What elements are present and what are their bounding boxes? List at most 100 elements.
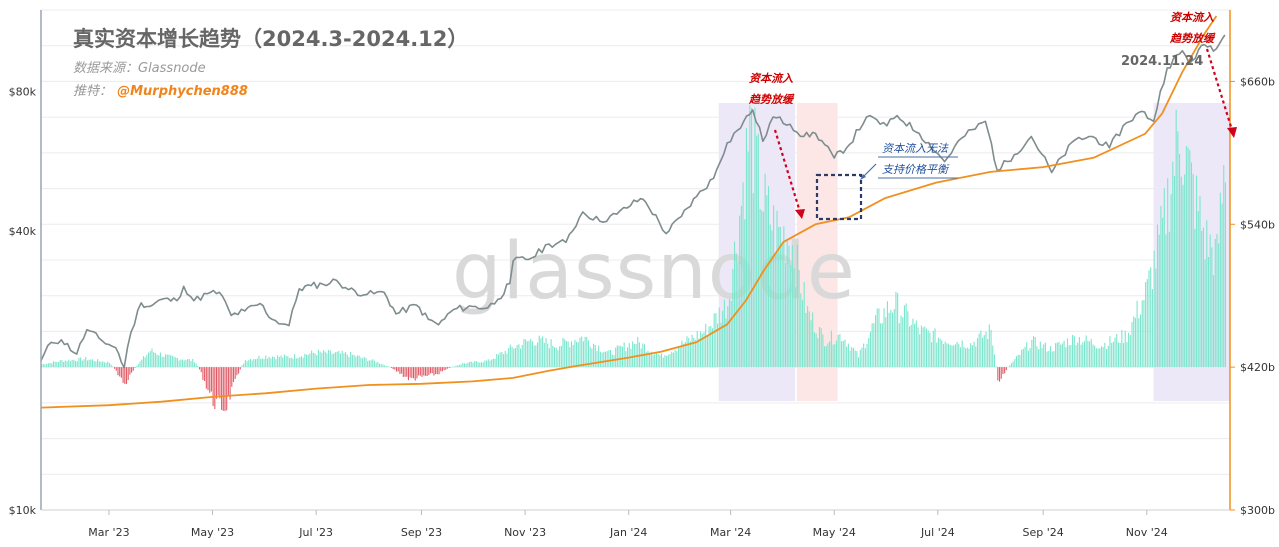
bar	[56, 361, 58, 368]
bar	[708, 326, 710, 368]
bar	[970, 343, 972, 368]
bar	[188, 359, 190, 368]
bar	[178, 360, 180, 368]
bar	[677, 347, 680, 368]
bar	[866, 344, 868, 368]
bar	[1199, 196, 1201, 368]
bar	[852, 348, 855, 368]
bar	[795, 287, 797, 368]
bar	[288, 358, 291, 368]
bar	[779, 226, 781, 368]
bar	[706, 336, 708, 368]
bar	[893, 309, 895, 368]
bar	[249, 358, 252, 368]
bar	[766, 195, 768, 368]
bar	[927, 330, 929, 368]
bar	[159, 352, 161, 368]
bar	[1158, 234, 1160, 368]
y-left-tick-label: $10k	[9, 504, 37, 517]
bar	[773, 205, 775, 368]
bar	[769, 224, 771, 368]
bar	[1053, 351, 1055, 368]
bar	[460, 364, 462, 368]
bar	[1162, 217, 1164, 368]
bar	[886, 301, 888, 368]
bar	[57, 361, 60, 368]
bar	[372, 359, 374, 368]
bar	[934, 328, 936, 368]
bar	[146, 354, 148, 368]
bar	[749, 105, 751, 368]
bar	[136, 366, 138, 368]
bar	[521, 344, 523, 368]
bar	[1145, 281, 1147, 368]
bar	[803, 281, 805, 368]
bar	[95, 361, 97, 368]
bar	[975, 346, 977, 368]
bar	[672, 352, 674, 368]
bar	[1202, 227, 1204, 368]
bar	[1148, 270, 1150, 368]
bar	[874, 315, 877, 368]
bar	[740, 205, 742, 368]
bar	[519, 348, 522, 368]
bar	[170, 355, 172, 368]
bar	[1029, 348, 1031, 368]
bar	[810, 320, 812, 368]
bar	[885, 317, 887, 368]
bar	[406, 367, 408, 377]
y-left-tick-label: $80k	[9, 86, 37, 99]
bar	[112, 366, 114, 368]
annotation-slowdown-1-line2: 趋势放缓	[748, 93, 795, 106]
bar	[1066, 338, 1069, 368]
bar	[888, 312, 890, 368]
bar	[479, 362, 481, 368]
bar	[903, 305, 905, 368]
bar	[666, 356, 668, 368]
bar	[689, 341, 691, 368]
bar	[649, 352, 651, 368]
bar	[1182, 184, 1184, 368]
bar	[696, 330, 698, 368]
bar	[538, 335, 540, 368]
bar	[679, 347, 681, 368]
x-tick-label: Mar '24	[710, 526, 751, 539]
bar	[1022, 348, 1024, 368]
bar	[891, 312, 894, 368]
bar	[275, 359, 277, 368]
bar	[314, 353, 316, 368]
bar	[74, 360, 77, 368]
bar	[723, 299, 725, 368]
bar	[85, 357, 87, 368]
bar	[394, 367, 396, 370]
bar	[791, 245, 793, 368]
bar	[328, 349, 330, 368]
bar	[1177, 131, 1179, 368]
bar	[1063, 340, 1065, 368]
bar	[390, 367, 393, 368]
bar	[871, 323, 873, 368]
bar	[610, 349, 612, 368]
bar	[869, 331, 872, 368]
bar	[477, 362, 479, 368]
bar	[633, 343, 635, 368]
bar	[827, 343, 829, 368]
bar	[192, 358, 194, 368]
bar	[596, 351, 598, 368]
bar	[243, 363, 245, 368]
bar	[581, 336, 583, 368]
bar	[212, 367, 214, 407]
annotation-slowdown-2-line2: 趋势放缓	[1169, 32, 1216, 45]
bar	[983, 335, 985, 368]
bar	[491, 359, 493, 368]
bar	[1197, 211, 1199, 368]
bar	[97, 359, 99, 368]
bar	[256, 358, 258, 368]
bar	[859, 349, 861, 368]
bar	[703, 332, 705, 368]
bar	[640, 348, 642, 368]
bar	[122, 367, 124, 383]
bar	[448, 367, 450, 369]
bar	[844, 339, 846, 368]
bar	[294, 354, 296, 368]
